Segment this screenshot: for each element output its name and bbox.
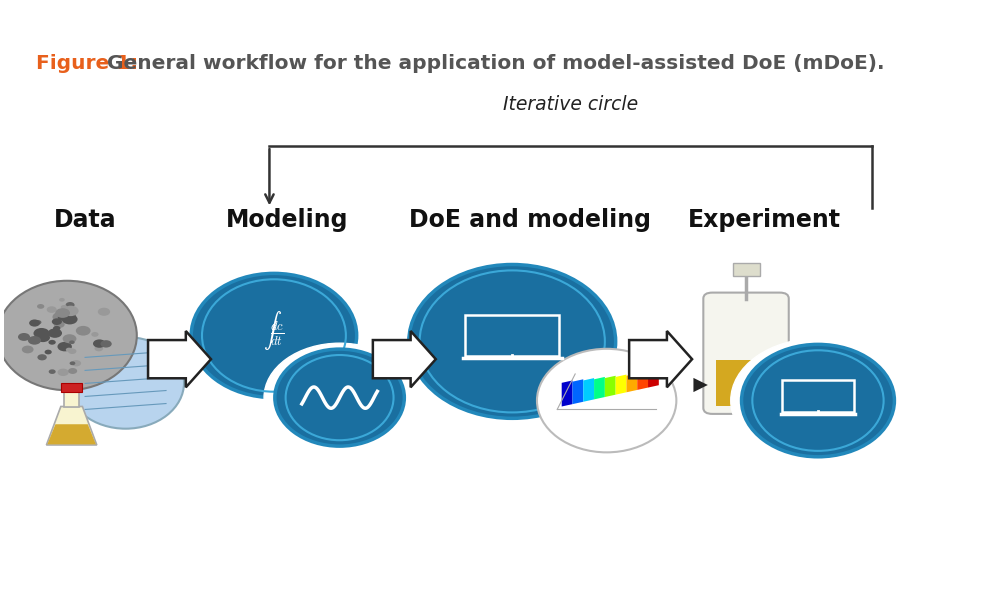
Polygon shape xyxy=(626,373,637,392)
Circle shape xyxy=(48,328,62,338)
Circle shape xyxy=(63,334,76,343)
Polygon shape xyxy=(47,424,96,445)
Circle shape xyxy=(63,305,79,316)
Circle shape xyxy=(100,340,112,347)
Text: DoE and modeling: DoE and modeling xyxy=(409,208,651,232)
Circle shape xyxy=(29,319,40,326)
Polygon shape xyxy=(583,378,594,402)
Circle shape xyxy=(37,354,47,361)
Text: Data: Data xyxy=(54,208,116,232)
Ellipse shape xyxy=(398,259,626,424)
Circle shape xyxy=(47,306,57,313)
Circle shape xyxy=(55,308,70,318)
Circle shape xyxy=(93,340,106,348)
Circle shape xyxy=(52,319,62,325)
Ellipse shape xyxy=(264,343,415,452)
Text: Experiment: Experiment xyxy=(688,208,841,232)
FancyBboxPatch shape xyxy=(703,293,789,414)
Polygon shape xyxy=(562,380,572,407)
Circle shape xyxy=(54,321,65,328)
Ellipse shape xyxy=(537,349,676,452)
Circle shape xyxy=(28,336,41,344)
Circle shape xyxy=(34,329,48,339)
Circle shape xyxy=(53,326,60,331)
FancyBboxPatch shape xyxy=(782,380,854,412)
FancyBboxPatch shape xyxy=(733,263,760,276)
Ellipse shape xyxy=(191,274,357,398)
Polygon shape xyxy=(605,376,616,397)
Polygon shape xyxy=(629,331,692,388)
Circle shape xyxy=(76,326,91,335)
Circle shape xyxy=(68,368,77,374)
Circle shape xyxy=(63,311,76,319)
Ellipse shape xyxy=(67,337,184,428)
Circle shape xyxy=(69,340,75,344)
Text: General workflow for the application of model-assisted DoE (mDoE).: General workflow for the application of … xyxy=(100,55,885,73)
Circle shape xyxy=(70,361,75,365)
Ellipse shape xyxy=(275,349,404,446)
Circle shape xyxy=(98,308,110,316)
Circle shape xyxy=(91,332,99,337)
Circle shape xyxy=(68,349,76,354)
Circle shape xyxy=(48,340,56,345)
Polygon shape xyxy=(616,374,626,395)
Circle shape xyxy=(18,333,30,341)
Circle shape xyxy=(35,320,41,325)
Circle shape xyxy=(37,304,44,309)
Text: $\int\!\frac{dc}{dt}$: $\int\!\frac{dc}{dt}$ xyxy=(263,309,285,352)
Circle shape xyxy=(45,350,52,355)
Text: Modeling: Modeling xyxy=(226,208,349,232)
Ellipse shape xyxy=(742,344,894,457)
Circle shape xyxy=(57,342,72,352)
Ellipse shape xyxy=(180,268,367,404)
Circle shape xyxy=(58,368,69,376)
Ellipse shape xyxy=(0,281,137,390)
Circle shape xyxy=(71,360,81,367)
Polygon shape xyxy=(148,331,211,388)
Circle shape xyxy=(22,346,34,353)
FancyBboxPatch shape xyxy=(716,359,776,406)
Circle shape xyxy=(36,333,50,342)
Circle shape xyxy=(52,312,68,322)
Circle shape xyxy=(34,328,50,338)
Circle shape xyxy=(66,347,72,352)
Polygon shape xyxy=(693,378,708,392)
Ellipse shape xyxy=(731,338,905,463)
Circle shape xyxy=(61,305,68,310)
Circle shape xyxy=(94,346,103,352)
Text: Figure 1:: Figure 1: xyxy=(36,55,138,73)
FancyBboxPatch shape xyxy=(61,383,82,392)
Polygon shape xyxy=(637,372,648,390)
Ellipse shape xyxy=(409,265,616,418)
Circle shape xyxy=(66,302,75,308)
Circle shape xyxy=(58,314,68,320)
Polygon shape xyxy=(648,371,659,388)
Polygon shape xyxy=(46,407,97,445)
Polygon shape xyxy=(373,331,436,388)
Text: Iterative circle: Iterative circle xyxy=(503,95,638,113)
FancyBboxPatch shape xyxy=(64,390,79,407)
Polygon shape xyxy=(572,379,583,404)
Circle shape xyxy=(49,370,56,374)
Circle shape xyxy=(59,298,65,302)
Polygon shape xyxy=(594,377,605,400)
Circle shape xyxy=(62,314,78,325)
FancyBboxPatch shape xyxy=(465,315,559,356)
